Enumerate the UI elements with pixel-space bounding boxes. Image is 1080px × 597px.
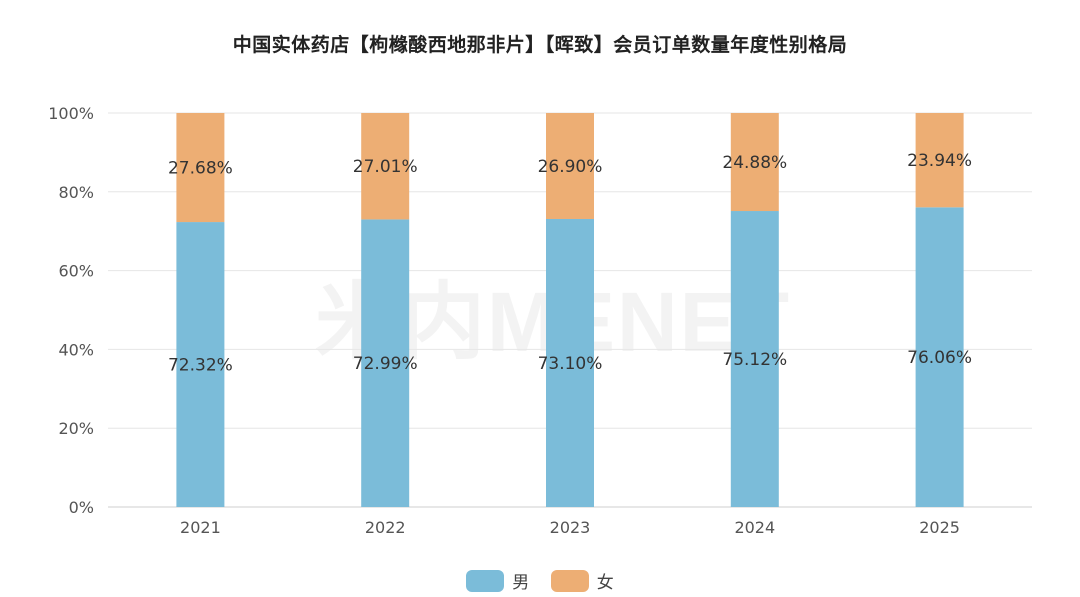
data-label: 76.06% xyxy=(907,348,972,368)
data-label: 26.90% xyxy=(538,157,603,177)
data-label: 72.32% xyxy=(168,356,233,376)
y-tick-label: 20% xyxy=(58,419,94,438)
legend-label-male: 男 xyxy=(512,573,530,593)
bar-segment xyxy=(915,113,964,208)
bar-segment xyxy=(361,219,410,507)
data-label: 72.99% xyxy=(353,354,418,374)
legend-label-female: 女 xyxy=(596,573,614,593)
legend-item-female[interactable]: 女 xyxy=(550,568,614,593)
x-tick-label: 2021 xyxy=(180,518,221,537)
legend: 男 女 xyxy=(0,568,1080,597)
bar-segment xyxy=(730,113,779,212)
x-tick-label: 2025 xyxy=(919,518,960,537)
bar-segment xyxy=(361,113,410,220)
legend-swatch-female xyxy=(550,569,589,592)
x-tick-label: 2022 xyxy=(365,518,406,537)
bar-segment xyxy=(546,218,594,507)
bar-segment xyxy=(546,113,594,219)
chart-title: 中国实体药店【枸橼酸西地那非片】【晖致】会员订单数量年度性别格局 xyxy=(232,34,848,56)
data-label: 27.68% xyxy=(168,159,233,179)
bar-segment xyxy=(176,113,225,223)
y-tick-label: 100% xyxy=(48,104,94,123)
x-tick-label: 2024 xyxy=(734,518,775,537)
bar-segment xyxy=(176,222,225,507)
legend-swatch-male xyxy=(466,569,505,592)
stacked-bar-chart: 0% 20% 40% 60% 80% 100% 72.32% 27.68% 2021 72.99%… xyxy=(48,104,1032,537)
data-label: 27.01% xyxy=(353,157,418,177)
data-label: 23.94% xyxy=(907,151,972,171)
data-label: 24.88% xyxy=(722,153,787,173)
y-tick-label: 80% xyxy=(58,183,94,202)
data-label: 75.12% xyxy=(722,350,787,370)
x-tick-label: 2023 xyxy=(550,518,591,537)
y-tick-label: 0% xyxy=(69,498,94,517)
y-tick-label: 60% xyxy=(58,262,94,281)
data-label: 73.10% xyxy=(538,354,603,374)
bar-segment xyxy=(730,211,779,507)
bar-segment xyxy=(915,207,964,507)
y-tick-label: 40% xyxy=(58,340,94,359)
legend-item-male[interactable]: 男 xyxy=(466,568,529,593)
